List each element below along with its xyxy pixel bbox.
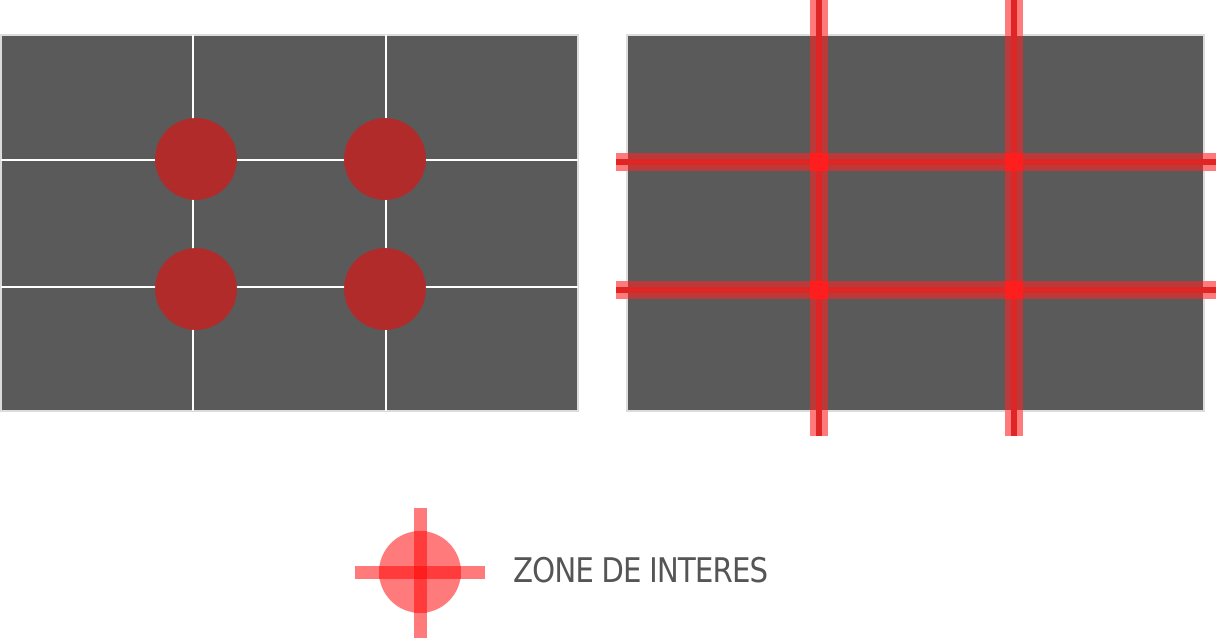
crosshair-circle-icon	[355, 508, 485, 638]
left-panel-background	[0, 34, 579, 412]
legend-label: ZONE DE INTERES	[513, 551, 768, 591]
right-vertical-core-1	[816, 0, 822, 436]
right-intersection-2	[1005, 153, 1023, 171]
right-intersection-4	[1005, 281, 1023, 299]
right-panel	[616, 0, 1216, 436]
left-panel	[0, 34, 579, 412]
right-vertical-core-2	[1011, 0, 1017, 436]
right-horizontal-core-1	[616, 159, 1216, 165]
right-horizontal-core-2	[616, 287, 1216, 293]
interest-point-top-right	[344, 118, 426, 200]
right-intersection-3	[810, 281, 828, 299]
interest-point-bottom-left	[155, 248, 237, 330]
right-intersection-1	[810, 153, 828, 171]
interest-point-top-left	[155, 118, 237, 200]
interest-point-bottom-right	[344, 248, 426, 330]
right-panel-background	[626, 34, 1205, 412]
